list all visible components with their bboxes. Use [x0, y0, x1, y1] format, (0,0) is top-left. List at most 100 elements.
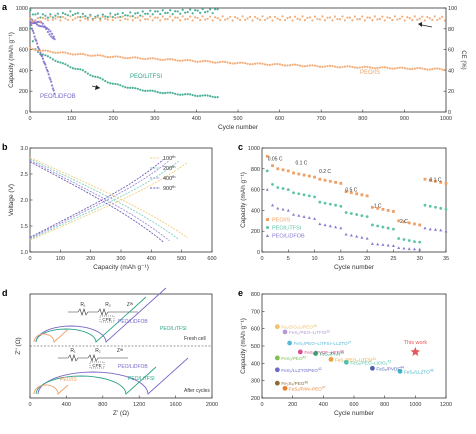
panel-a-point-capacity [114, 82, 117, 86]
panel-a-point-capacity [348, 65, 352, 68]
panel-a-point-capacity [69, 66, 72, 69]
panel-a-point-capacity [41, 49, 44, 52]
panel-c-point-triangle [397, 246, 401, 250]
panel-a-point-ce [66, 18, 69, 21]
panel-a-point-capacity [276, 62, 279, 66]
panel-a-point-ce [84, 17, 87, 20]
panel-a-point-capacity [373, 67, 376, 70]
panel-a-point-ce [129, 11, 132, 14]
panel-c-point-square [371, 205, 374, 209]
panel-a-point-capacity [44, 63, 47, 66]
panel-a-point-capacity [331, 64, 334, 68]
panel-a-point-capacity [231, 62, 234, 65]
panel-a-point-capacity [164, 91, 167, 95]
panel-a-point-capacity [131, 86, 134, 89]
panel-b-xtick-label: 600 [207, 256, 216, 262]
panel-a-point-capacity [181, 93, 184, 96]
panel-a-point-capacity [366, 65, 369, 68]
panel-a-point-capacity [408, 67, 411, 71]
panel-a-point-capacity [176, 93, 179, 96]
panel-a-point-capacity [209, 60, 212, 63]
panel-a-point-ce [47, 28, 50, 31]
panel-a-xtick-label: 700 [317, 116, 326, 122]
panel-c-point-triangle [370, 242, 374, 245]
panel-a-ytick-label: 0 [25, 110, 28, 116]
panel-a-point-ce [221, 15, 224, 18]
panel-a-point-ce [206, 17, 209, 20]
panel-e-ytick-label: 800 [251, 292, 260, 298]
panel-c-point-circle [423, 203, 427, 207]
panel-a-point-ce [36, 12, 40, 15]
panel-a-point-capacity [91, 75, 94, 78]
panel-a-point-ce [154, 10, 157, 13]
panel-a-point-capacity [101, 54, 104, 57]
panel-a-ytick-label: 800 [19, 27, 28, 33]
panel-a-point-ce [258, 18, 262, 21]
panel-c-point-triangle [402, 246, 406, 250]
panel-a-point-ce [126, 14, 129, 17]
panel-d-series-label: PEO/LiTFSI [128, 376, 155, 382]
panel-e-point-label: FeS₂/PEO–LiClO₄43 [350, 360, 391, 366]
panel-c-xtick-label: 20 [364, 256, 370, 262]
panel-e-xlabel: Cycle number [334, 410, 375, 417]
panel-a-xtick-label: 100 [67, 116, 76, 122]
panel-c-point-triangle [313, 217, 317, 220]
panel-b-legend-label: 200th [163, 164, 176, 172]
panel-a-xtick-label: 1000 [440, 116, 452, 122]
panel-a-point-capacity [99, 77, 102, 80]
panel-a-point-ce [119, 15, 122, 19]
panel-a-point-ce [134, 16, 137, 19]
panel-a-y2tick-label: 0 [448, 110, 451, 116]
panel-b-ytick-label: 3.0 [20, 146, 28, 152]
panel-a-point-capacity [251, 63, 254, 66]
panel-a-point-capacity [323, 65, 327, 68]
panel-a-point-ce [351, 19, 354, 22]
panel-d-xtick-label: 800 [98, 402, 107, 408]
panel-a-point-ce [263, 18, 267, 22]
panel-c-legend-marker [266, 218, 269, 221]
panel-a-point-ce [243, 18, 247, 21]
panel-c-point-square [392, 210, 395, 213]
panel-a-point-ce [336, 17, 339, 21]
panel-a-point-ce [34, 13, 37, 16]
panel-a-point-capacity [32, 31, 35, 35]
panel-c-point-circle [386, 226, 390, 230]
panel-a-point-ce [96, 16, 99, 19]
panel-a-point-ce [111, 19, 114, 22]
panel-b-discharge-curve [29, 158, 179, 240]
panel-a-point-capacity [169, 91, 172, 94]
panel-a-point-ce [201, 7, 204, 11]
panel-c-point-triangle [412, 247, 416, 251]
panel-a-point-capacity [64, 63, 67, 66]
panel-a-point-ce [184, 18, 187, 21]
panel-a-point-ce [149, 15, 152, 18]
panel-a-point-ce [388, 16, 391, 20]
panel-a-point-ce [151, 19, 154, 22]
panel-c-xtick-label: 30 [417, 256, 423, 262]
panel-c-point-circle [402, 238, 406, 241]
panel-a-point-ce [66, 14, 69, 17]
panel-a-point-ce [36, 20, 40, 23]
panel-c-ytick-label: 600 [251, 188, 260, 194]
panel-a-point-ce [50, 32, 54, 35]
panel-a-point-capacity [111, 82, 114, 85]
panel-a-ylabel: Capacity (mAh g⁻¹) [8, 32, 15, 88]
panel-a-point-capacity [286, 64, 289, 67]
panel-a-point-capacity [154, 90, 157, 93]
panel-a-point-capacity [96, 76, 99, 79]
panel-a-point-ce [81, 12, 84, 15]
panel-c-point-square [313, 175, 316, 179]
panel-d-xtick-label: 1600 [169, 402, 181, 408]
panel-a-point-capacity [149, 89, 152, 92]
panel-a-point-capacity [263, 63, 267, 66]
panel-a-y2tick-label: 40 [448, 68, 454, 74]
panel-a-point-capacity [333, 65, 337, 68]
panel-a-point-ce [31, 20, 35, 23]
panel-c-point-triangle [355, 234, 359, 238]
panel-a-point-capacity [428, 68, 431, 71]
panel-a-point-capacity [278, 63, 282, 66]
panel-a-point-ce [101, 13, 104, 16]
panel-a-point-capacity [241, 61, 244, 64]
panel-a-point-ce [61, 11, 64, 15]
panel-c-point-circle [349, 212, 353, 215]
